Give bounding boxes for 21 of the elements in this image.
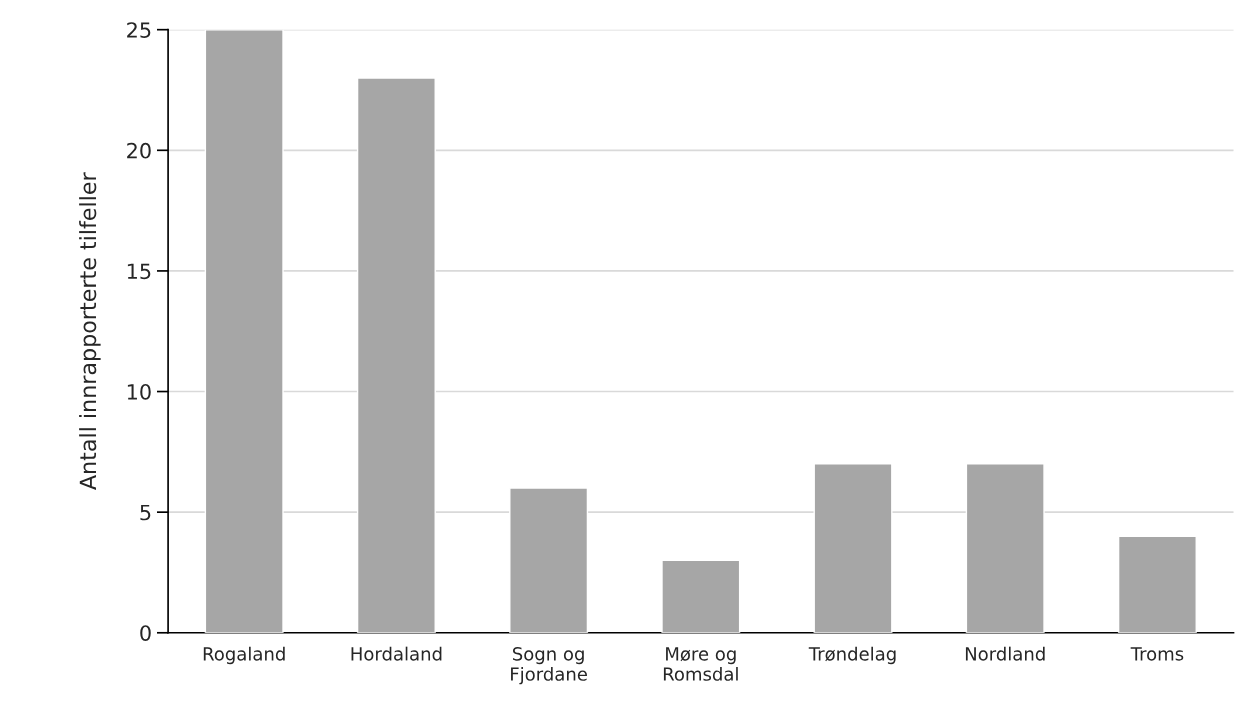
bar [965,463,1045,633]
bar [356,77,436,633]
x-tick-label: Sogn og Fjordane [511,646,587,685]
bar [204,29,284,633]
y-tick-label: 25 [127,22,151,38]
bar [1117,535,1197,633]
x-tick-label: Hordaland [351,646,442,661]
y-tick-label: 0 [140,625,151,641]
bar [813,463,893,633]
y-tick-label: 5 [140,504,151,521]
x-tick-label: Nordland [965,646,1045,661]
y-tick-label: 10 [127,383,151,400]
bar [661,559,741,633]
bar [509,487,589,633]
y-tick-label: 20 [127,142,151,159]
x-tick-label: Trøndelag [808,646,896,665]
x-tick-label: Møre og Romsdal [663,647,738,681]
y-axis-title: Antall innrapporterte tilfeller [79,172,101,490]
x-tick-label: Troms [1130,647,1184,661]
y-tick-label: 15 [127,263,151,280]
x-tick-label: Rogaland [203,646,285,665]
